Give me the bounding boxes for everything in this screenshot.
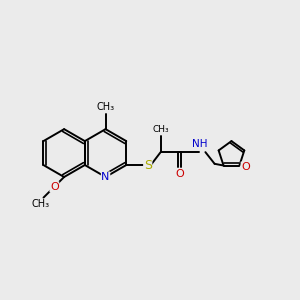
Text: O: O [50,182,59,192]
Text: S: S [144,158,152,172]
Text: CH₃: CH₃ [32,199,50,209]
Text: O: O [175,169,184,179]
Text: CH₃: CH₃ [152,125,169,134]
Text: NH: NH [192,140,208,149]
Text: O: O [241,162,250,172]
Text: N: N [101,172,110,182]
Text: CH₃: CH₃ [97,102,115,112]
